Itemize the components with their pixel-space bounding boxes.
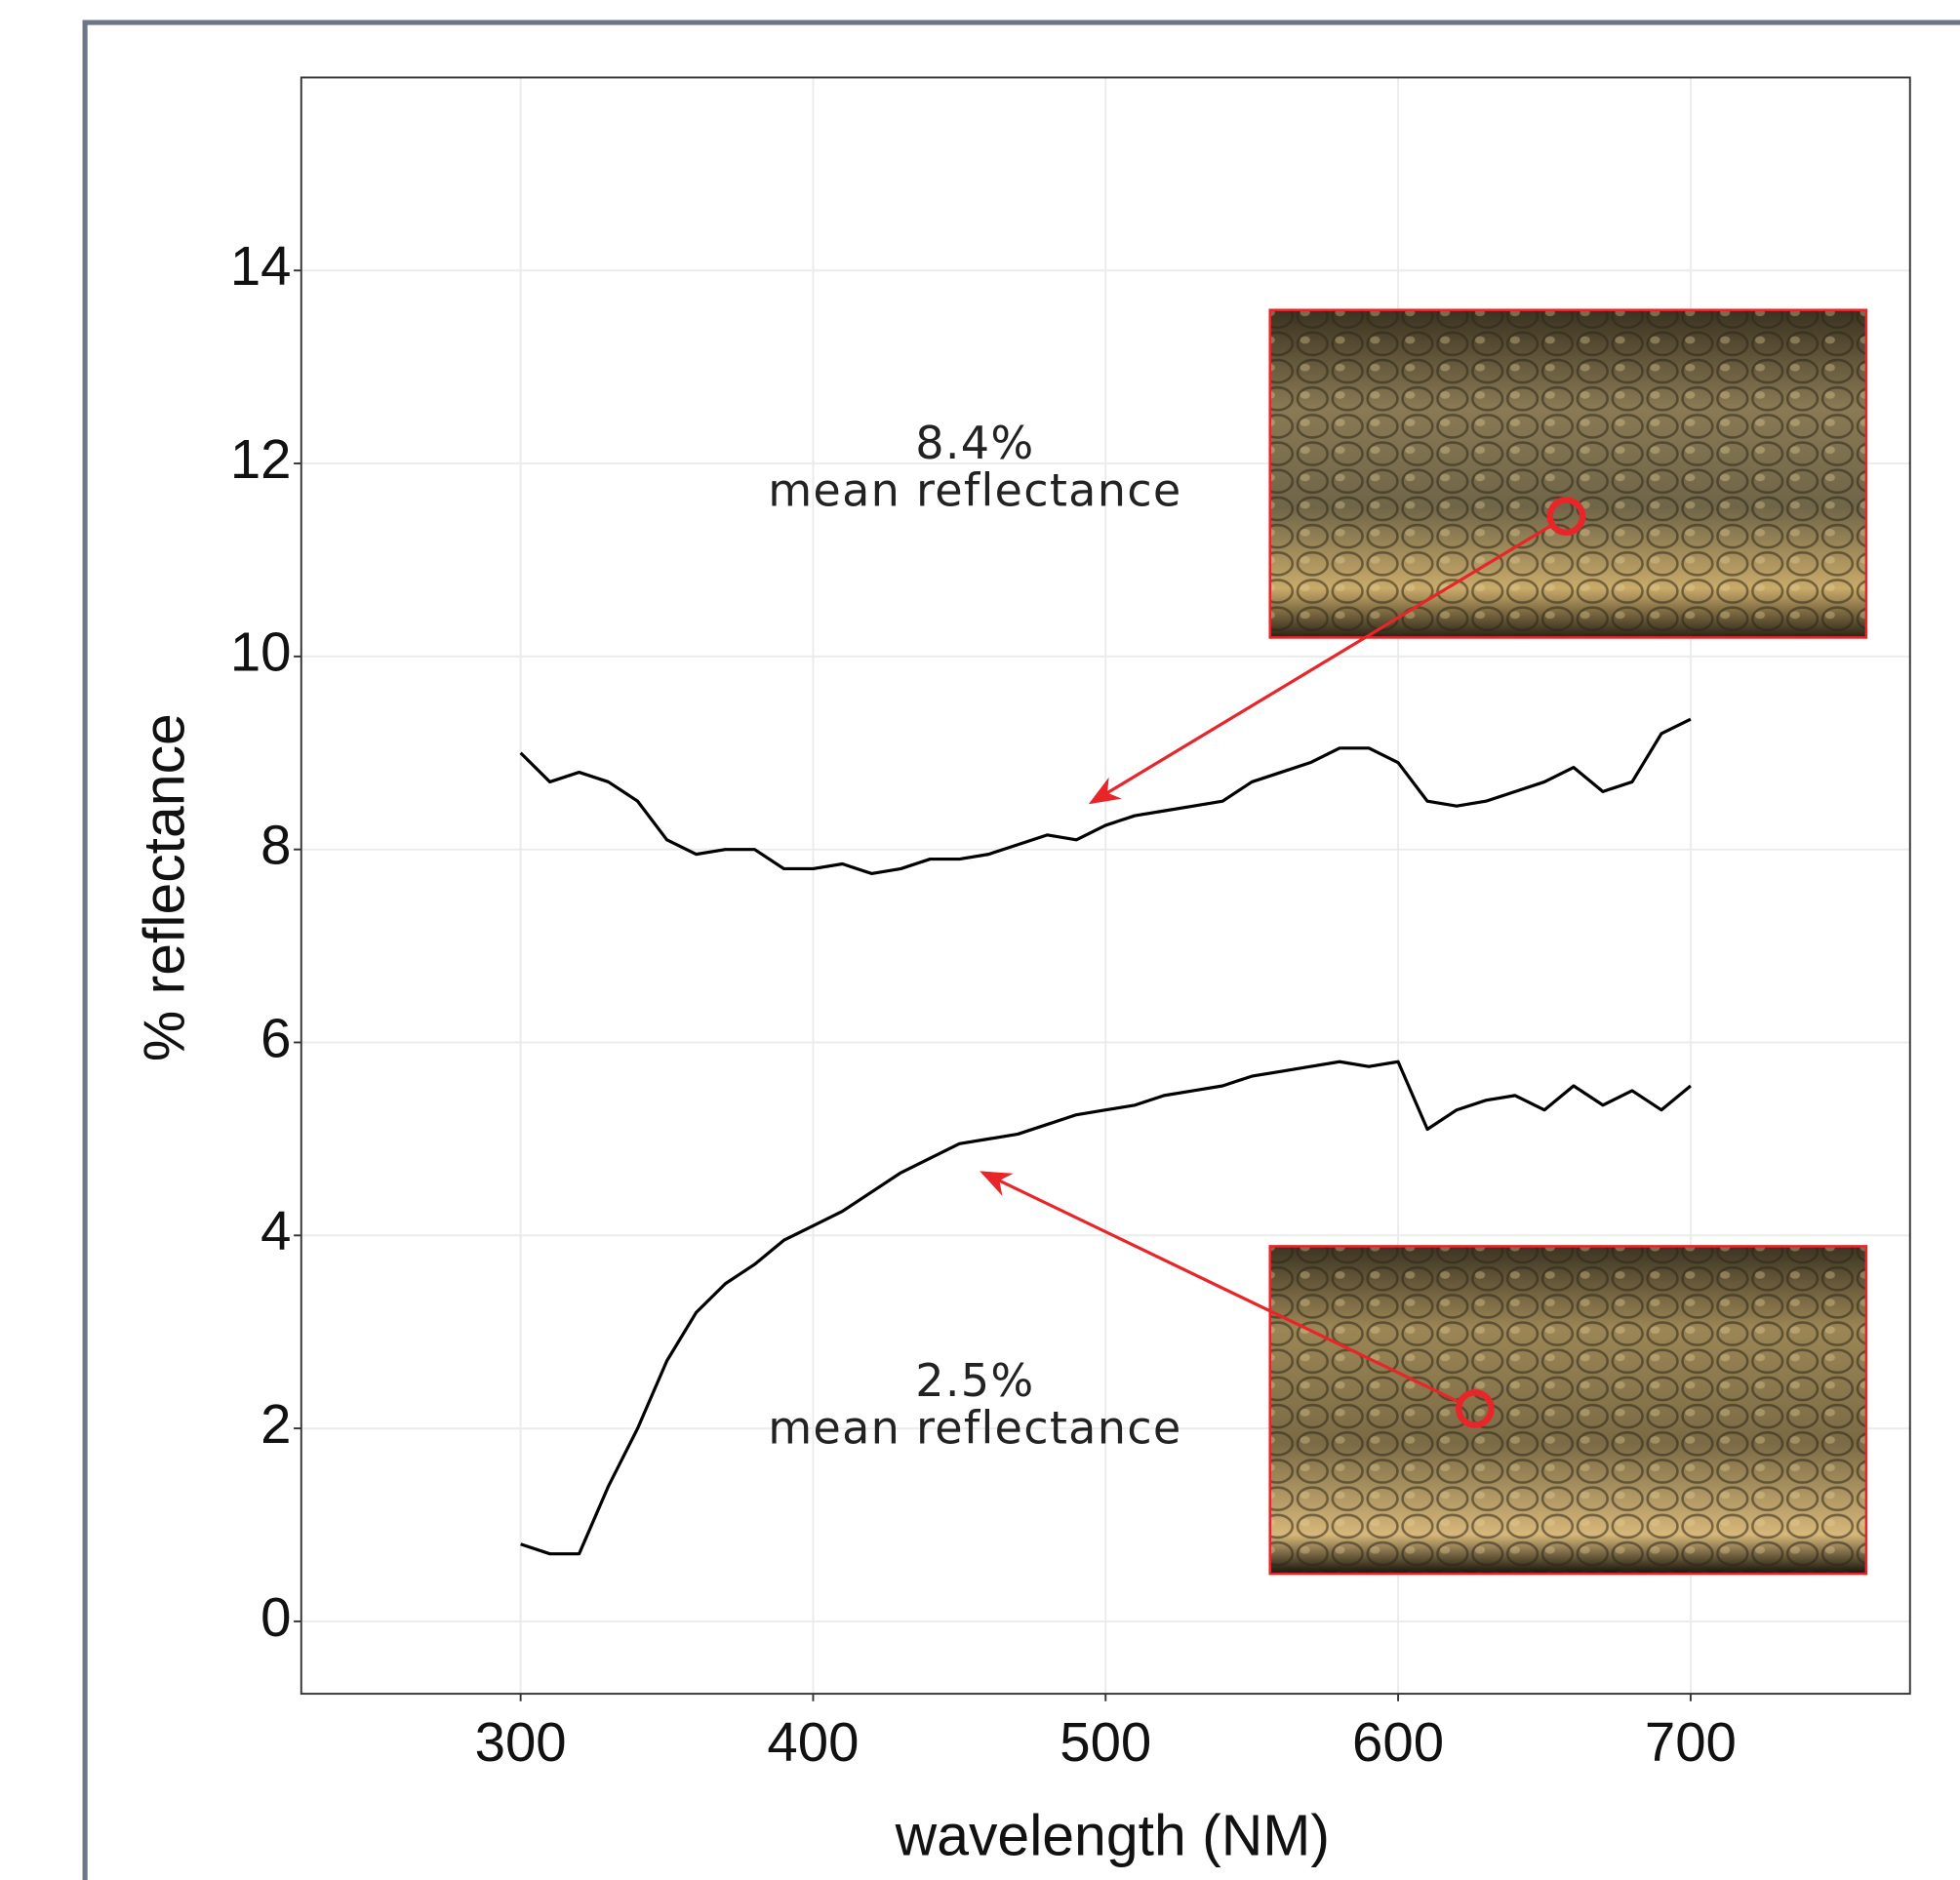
x-tick-label: 300 <box>475 1711 567 1773</box>
x-tick-label: 500 <box>1060 1711 1151 1773</box>
x-tick-label: 700 <box>1645 1711 1737 1773</box>
series-line <box>520 1060 1692 1556</box>
y-axis-title: % reflectance <box>134 713 197 1061</box>
annotation: mean reflectance <box>768 464 1181 517</box>
photo-scales <box>1268 1245 1868 1576</box>
x-tick-label: 600 <box>1352 1711 1444 1773</box>
y-tick-label: 12 <box>230 428 292 490</box>
x-tick-label: 400 <box>767 1711 859 1773</box>
photo-scales <box>1268 308 1868 639</box>
annotation: mean reflectance <box>768 1402 1181 1455</box>
y-tick-label: 8 <box>260 815 291 876</box>
y-tick-label: 6 <box>260 1007 291 1068</box>
arrow <box>1088 525 1551 805</box>
y-tick-label: 0 <box>260 1586 291 1648</box>
photo-lower <box>1268 1245 1868 1576</box>
y-tick-label: 10 <box>230 621 292 683</box>
y-tick-label: 14 <box>230 235 292 297</box>
annotation: 8.4% <box>915 417 1034 469</box>
photo-upper <box>1268 308 1868 639</box>
frame <box>82 20 1960 1880</box>
plot <box>519 717 1692 1556</box>
y-tick-label: 2 <box>260 1393 291 1455</box>
x-axis-title: wavelength (NM) <box>895 1805 1330 1868</box>
annotation: 2.5% <box>915 1354 1034 1407</box>
sample-spot <box>1456 1389 1495 1428</box>
plot-border <box>300 76 1911 1696</box>
series-line <box>519 717 1692 876</box>
sample-spot <box>1546 497 1586 537</box>
y-tick-label: 4 <box>260 1200 291 1261</box>
arrow <box>980 1171 1459 1403</box>
